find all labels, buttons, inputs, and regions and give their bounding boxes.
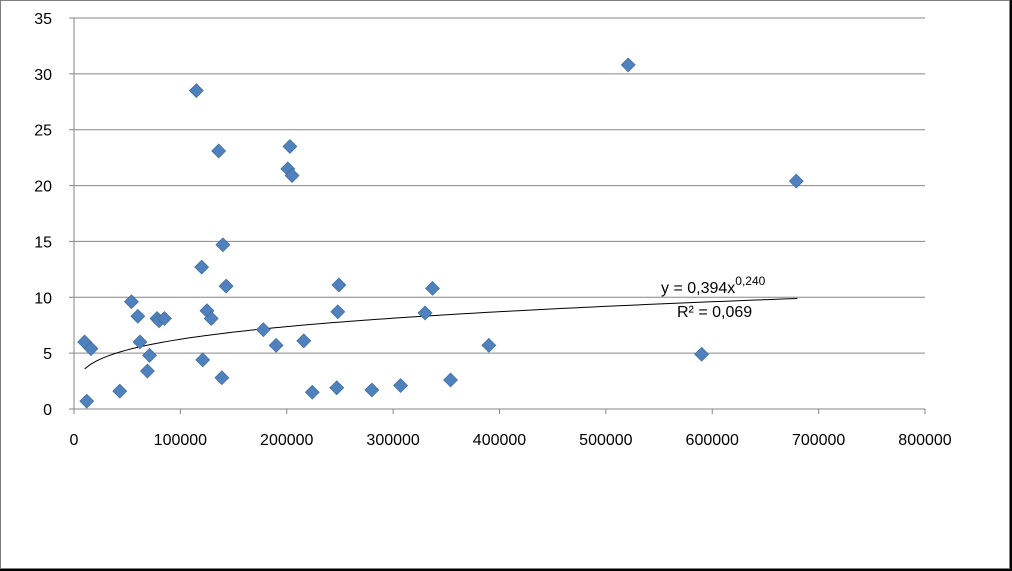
- x-tick-label: 300000: [366, 432, 419, 449]
- data-point: [443, 372, 458, 388]
- x-tick-label: 600000: [686, 432, 739, 449]
- data-point: [393, 378, 408, 393]
- data-point: [214, 370, 230, 386]
- x-tick-label: 800000: [898, 432, 951, 449]
- data-point: [83, 341, 99, 357]
- data-point: [282, 139, 298, 154]
- trendline-equation: y = 0,394x0,240: [661, 274, 766, 297]
- data-point: [112, 383, 128, 399]
- data-point: [203, 311, 219, 326]
- data-point: [124, 294, 139, 310]
- data-point: [620, 57, 636, 73]
- y-tick-label: 25: [34, 123, 52, 140]
- data-point: [156, 311, 172, 326]
- data-point: [694, 346, 710, 362]
- data-point: [215, 237, 231, 253]
- data-point: [364, 382, 380, 398]
- data-point: [132, 334, 148, 350]
- y-tick-label: 0: [43, 402, 52, 419]
- data-point: [218, 278, 234, 294]
- y-tick-label: 15: [34, 234, 52, 251]
- data-point: [425, 280, 440, 296]
- data-point: [142, 347, 157, 363]
- data-point: [195, 352, 211, 368]
- data-point: [194, 259, 210, 275]
- x-tick-label: 100000: [154, 432, 207, 449]
- data-points: [77, 57, 804, 409]
- x-tick-label: 400000: [473, 432, 526, 449]
- trendline: [84, 297, 798, 370]
- y-tick-label: 5: [43, 346, 52, 363]
- data-point: [130, 308, 146, 324]
- y-tick-label: 10: [34, 290, 52, 307]
- axes: [73, 18, 925, 410]
- data-point: [788, 173, 804, 189]
- data-point: [331, 277, 347, 293]
- data-point: [304, 384, 320, 400]
- data-point: [296, 333, 312, 349]
- data-point: [188, 83, 204, 99]
- grid-lines: [74, 17, 925, 354]
- y-axis-ticks: 0 5 10 15 20 25 30 35: [34, 11, 74, 419]
- data-point: [268, 337, 284, 353]
- trendline-r-squared: R² = 0,069: [677, 304, 752, 321]
- x-axis-ticks: 0 100000 200000 300000 400000 500000 600000 700…: [70, 409, 952, 449]
- y-tick-label: 20: [34, 179, 52, 196]
- data-point: [139, 363, 155, 379]
- y-tick-label: 30: [34, 67, 52, 84]
- x-tick-label: 700000: [792, 432, 845, 449]
- data-point: [255, 322, 271, 338]
- x-tick-label: 0: [70, 432, 79, 449]
- data-point: [329, 380, 345, 396]
- x-tick-label: 200000: [260, 432, 313, 449]
- data-point: [481, 337, 497, 353]
- y-tick-label: 35: [34, 11, 52, 28]
- x-tick-label: 500000: [579, 432, 632, 449]
- data-point: [211, 143, 227, 159]
- data-point: [79, 393, 95, 409]
- data-point: [330, 304, 346, 320]
- data-point: [417, 305, 433, 321]
- data-point: [284, 168, 300, 183]
